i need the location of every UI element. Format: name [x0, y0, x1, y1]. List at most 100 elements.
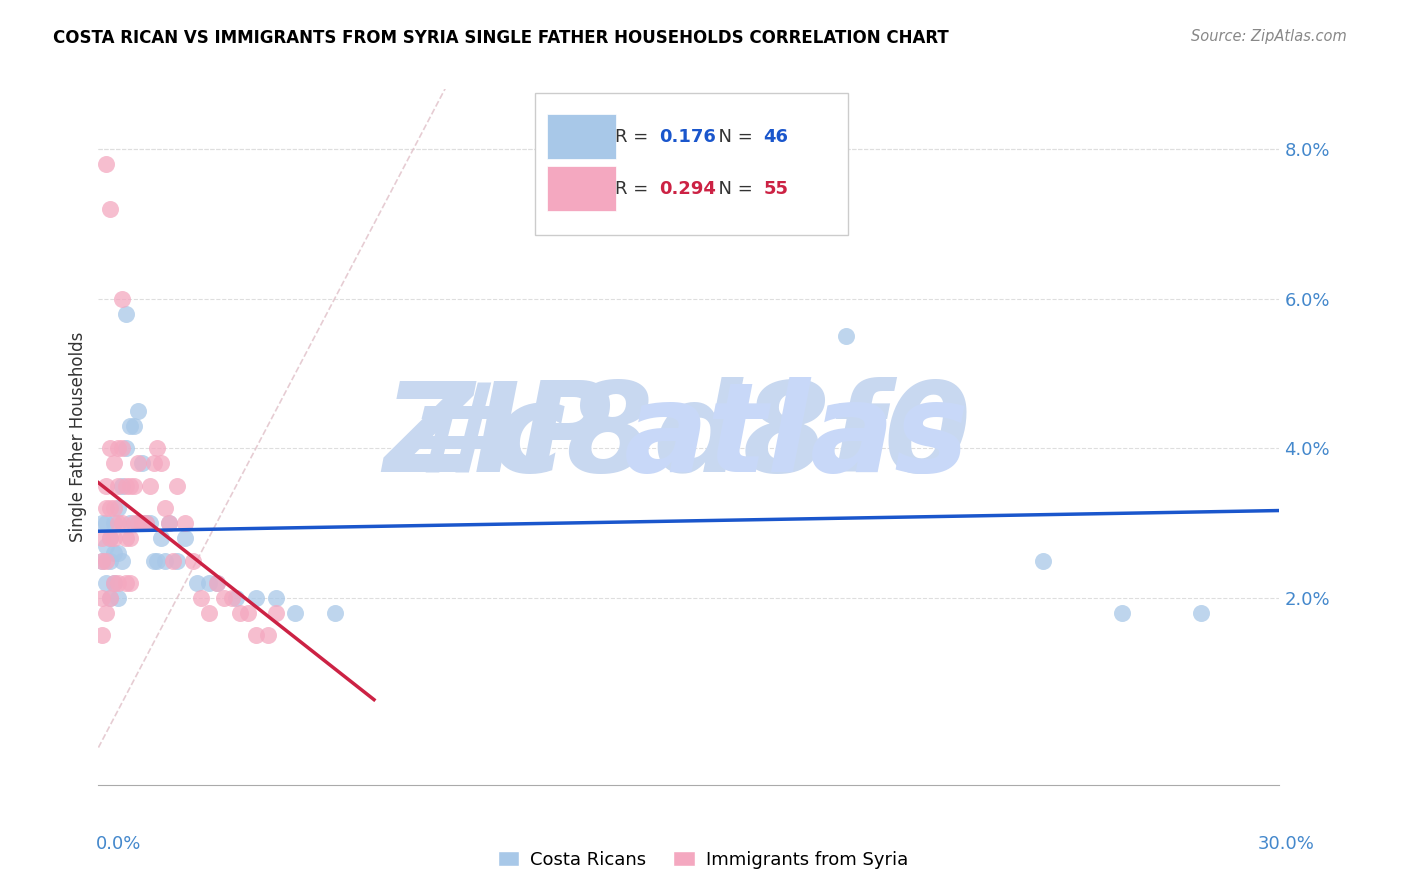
Point	[103, 576, 125, 591]
Point	[118, 531, 141, 545]
Point	[256, 628, 278, 642]
Point	[91, 628, 114, 642]
Text: 46: 46	[763, 128, 789, 145]
Point	[111, 442, 134, 456]
Point	[103, 546, 125, 560]
Point	[205, 576, 228, 591]
Point	[96, 539, 118, 553]
Point	[174, 516, 197, 530]
Point	[96, 479, 118, 493]
Point	[166, 479, 188, 493]
Point	[122, 479, 145, 493]
Point	[205, 576, 228, 591]
Point	[91, 553, 114, 567]
Point	[118, 479, 141, 493]
Point	[96, 516, 118, 530]
Point	[103, 456, 125, 470]
Point	[98, 442, 121, 456]
Point	[122, 418, 145, 433]
Point	[197, 576, 219, 591]
Point	[107, 516, 129, 530]
Point	[162, 553, 184, 567]
Point	[103, 576, 125, 591]
Point	[111, 553, 134, 567]
Point	[91, 531, 114, 545]
Point	[98, 501, 121, 516]
Point	[98, 202, 121, 216]
Point	[107, 576, 129, 591]
Point	[166, 553, 188, 567]
FancyBboxPatch shape	[547, 166, 616, 211]
Text: N =: N =	[707, 179, 758, 198]
Point	[98, 531, 121, 545]
Point	[1111, 606, 1133, 620]
Text: R =: R =	[614, 179, 654, 198]
Point	[142, 456, 165, 470]
Point	[155, 501, 177, 516]
Legend: Costa Ricans, Immigrants from Syria: Costa Ricans, Immigrants from Syria	[491, 844, 915, 876]
Point	[107, 442, 129, 456]
Point	[221, 591, 243, 605]
Point	[717, 202, 740, 216]
Point	[150, 456, 173, 470]
Point	[98, 531, 121, 545]
Point	[96, 606, 118, 620]
Text: atlas: atlas	[624, 376, 970, 498]
Text: 0.294: 0.294	[659, 179, 716, 198]
Point	[264, 606, 287, 620]
Text: 30.0%: 30.0%	[1258, 835, 1315, 853]
Point	[96, 576, 118, 591]
Point	[115, 442, 138, 456]
Point	[115, 531, 138, 545]
Point	[264, 591, 287, 605]
Point	[142, 553, 165, 567]
Point	[91, 516, 114, 530]
Point	[98, 553, 121, 567]
Point	[118, 516, 141, 530]
Point	[98, 591, 121, 605]
Point	[91, 591, 114, 605]
Point	[107, 546, 129, 560]
Point	[157, 516, 180, 530]
Point	[155, 553, 177, 567]
Point	[236, 606, 259, 620]
Point	[115, 479, 138, 493]
Point	[127, 404, 149, 418]
Point	[214, 591, 236, 605]
Point	[323, 606, 346, 620]
Text: N =: N =	[707, 128, 758, 145]
Text: ZIP: ZIP	[384, 376, 612, 498]
Point	[135, 516, 157, 530]
Point	[122, 516, 145, 530]
Point	[111, 516, 134, 530]
Point	[181, 553, 204, 567]
FancyBboxPatch shape	[536, 93, 848, 235]
Point	[127, 516, 149, 530]
Point	[146, 442, 169, 456]
Point	[245, 628, 267, 642]
Point	[103, 501, 125, 516]
FancyBboxPatch shape	[547, 113, 616, 159]
Point	[284, 606, 307, 620]
Point	[91, 553, 114, 567]
Point	[96, 501, 118, 516]
Point	[1032, 553, 1054, 567]
Point	[111, 292, 134, 306]
Point	[107, 591, 129, 605]
Text: Source: ZipAtlas.com: Source: ZipAtlas.com	[1191, 29, 1347, 44]
Text: R =: R =	[614, 128, 654, 145]
Point	[186, 576, 208, 591]
Point	[103, 531, 125, 545]
Point	[111, 479, 134, 493]
Y-axis label: Single Father Households: Single Father Households	[69, 332, 87, 542]
Point	[98, 591, 121, 605]
Point	[146, 553, 169, 567]
Point	[127, 516, 149, 530]
Point	[131, 516, 153, 530]
Point	[1189, 606, 1212, 620]
Point	[135, 516, 157, 530]
Point	[190, 591, 212, 605]
Point	[197, 606, 219, 620]
Text: 0.0%: 0.0%	[96, 835, 141, 853]
Point	[150, 531, 173, 545]
